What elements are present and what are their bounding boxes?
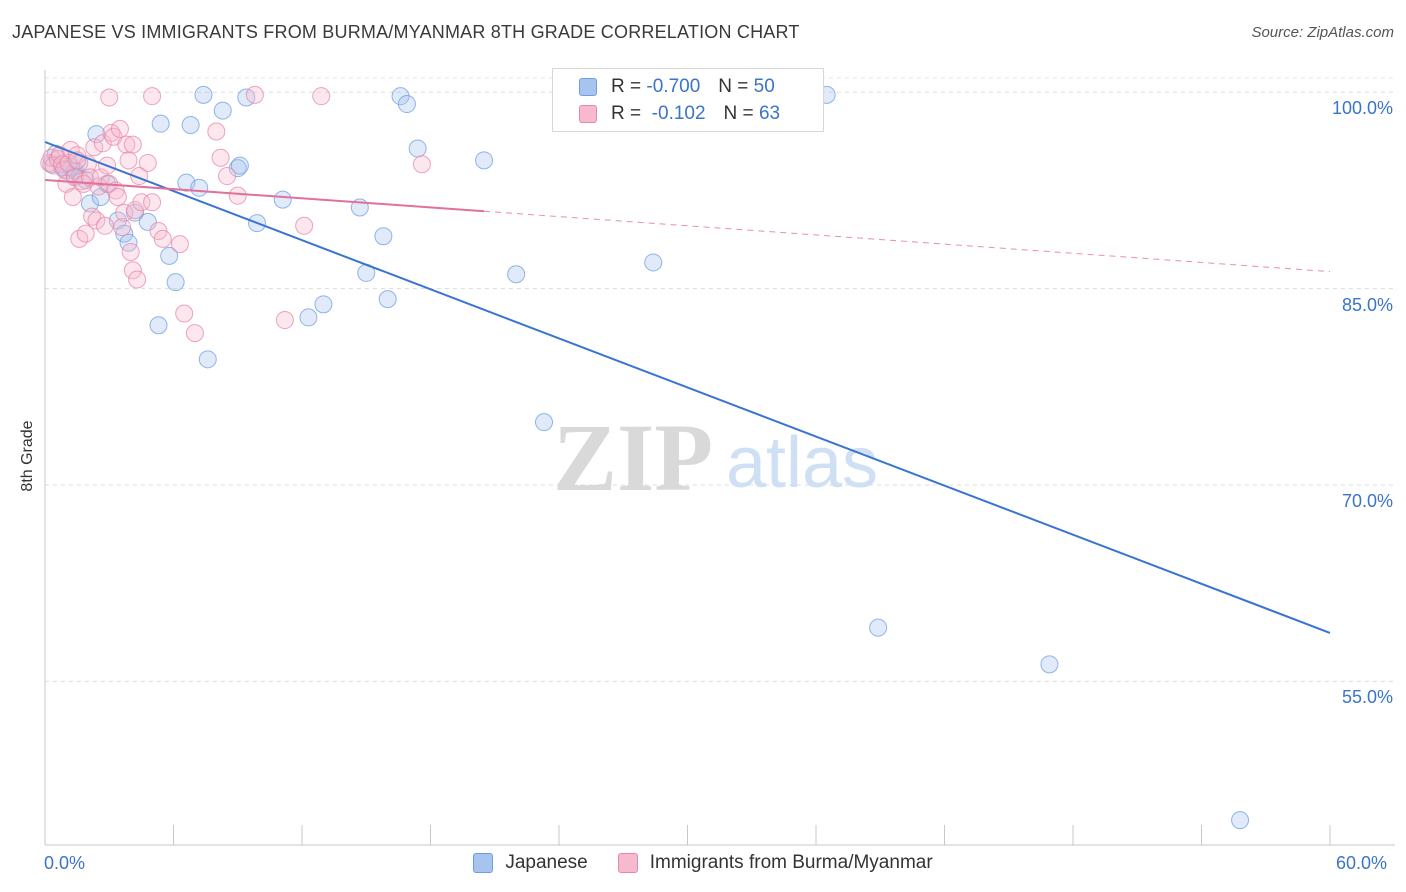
point-burma <box>228 186 247 205</box>
point-burma <box>115 203 134 222</box>
point-burma <box>312 87 331 106</box>
point-japanese <box>87 125 106 144</box>
series-legend: Japanese Immigrants from Burma/Myanmar <box>0 852 1406 874</box>
r-value-burma: -0.102 <box>651 103 706 124</box>
series-legend-japanese[interactable]: Japanese <box>473 852 588 874</box>
point-burma <box>275 311 294 330</box>
point-burma <box>87 211 106 230</box>
n-value-burma: 63 <box>758 103 781 124</box>
point-japanese <box>475 151 494 170</box>
point-burma <box>207 122 226 141</box>
point-japanese <box>198 350 217 369</box>
point-japanese <box>273 190 292 209</box>
point-burma <box>123 261 142 280</box>
y-tick-label-55: 55.0% <box>1341 687 1393 708</box>
legend-swatch-burma <box>579 105 597 123</box>
point-japanese <box>115 224 134 243</box>
series-legend-burma[interactable]: Immigrants from Burma/Myanmar <box>617 852 933 874</box>
point-burma <box>175 304 194 323</box>
point-burma <box>170 235 189 254</box>
point-japanese <box>213 101 232 120</box>
chart-source: Source: ZipAtlas.com <box>1251 24 1394 41</box>
point-burma <box>108 187 127 206</box>
watermark-zip: ZIP <box>553 404 713 511</box>
point-japanese <box>151 114 170 133</box>
r-label: R = <box>611 76 642 97</box>
point-burma <box>153 229 172 248</box>
point-japanese <box>869 618 888 637</box>
n-label: N = <box>723 103 754 124</box>
point-burma <box>143 87 162 106</box>
point-japanese <box>194 85 213 104</box>
stats-legend-row-burma: R = -0.102 N = 63 <box>579 101 780 127</box>
series-swatch-burma <box>617 853 638 873</box>
point-burma <box>128 270 147 289</box>
y-tick-label-85: 85.0% <box>1341 294 1393 315</box>
trend-line-japanese <box>44 141 1331 634</box>
point-burma <box>76 224 95 243</box>
point-burma <box>211 148 230 167</box>
point-burma <box>117 135 136 154</box>
y-tick-label-100: 100.0% <box>1331 98 1393 119</box>
point-burma <box>295 216 314 235</box>
point-japanese <box>181 115 200 134</box>
series-swatch-japanese <box>473 853 494 873</box>
point-burma <box>218 167 237 186</box>
point-japanese <box>644 253 663 272</box>
series-name-japanese: Japanese <box>505 852 588 873</box>
point-burma <box>412 155 431 174</box>
point-burma <box>143 193 162 212</box>
point-burma <box>123 135 142 154</box>
trend-line-burma-dashed <box>484 210 1331 273</box>
point-burma <box>110 119 129 138</box>
point-japanese <box>80 194 99 213</box>
watermark-atlas: atlas <box>726 423 878 503</box>
point-japanese <box>535 413 554 432</box>
point-japanese <box>378 290 397 309</box>
point-japanese <box>397 95 416 114</box>
point-burma <box>138 153 157 172</box>
point-japanese <box>1040 655 1059 674</box>
stats-legend: R = -0.700 N = 50 R = -0.102 N = 63 <box>552 68 824 132</box>
trend-lines <box>44 141 1331 634</box>
stats-legend-row-japanese: R = -0.700 N = 50 <box>579 74 775 100</box>
point-japanese <box>190 178 209 197</box>
point-burma <box>119 151 138 170</box>
point-burma <box>185 324 204 343</box>
point-japanese <box>230 156 249 175</box>
point-burma <box>121 242 140 261</box>
point-japanese <box>149 316 168 335</box>
point-burma <box>100 88 119 107</box>
point-burma <box>113 218 132 237</box>
data-points <box>40 85 1250 830</box>
point-burma <box>132 193 151 212</box>
point-japanese <box>374 227 393 246</box>
point-japanese <box>1231 811 1250 830</box>
r-label: R = <box>611 103 642 124</box>
r-value-japanese: -0.700 <box>646 76 701 97</box>
point-burma <box>95 216 114 235</box>
legend-swatch-japanese <box>579 78 597 96</box>
point-burma <box>245 85 264 104</box>
trend-line-burma-solid <box>44 178 485 213</box>
n-label: N = <box>718 76 749 97</box>
x-tick-label-max: 60.0% <box>1336 853 1388 873</box>
point-burma <box>63 187 82 206</box>
point-japanese <box>160 246 179 265</box>
point-japanese <box>299 308 318 327</box>
watermark: ZIP atlas <box>553 404 878 511</box>
point-japanese <box>408 139 427 158</box>
y-tick-label-70: 70.0% <box>1341 490 1393 511</box>
chart-title: JAPANESE VS IMMIGRANTS FROM BURMA/MYANMA… <box>12 22 800 42</box>
x-tick-label-min: 0.0% <box>44 853 86 873</box>
point-japanese <box>507 265 526 284</box>
series-name-burma: Immigrants from Burma/Myanmar <box>649 852 933 873</box>
point-burma <box>85 138 104 157</box>
axes <box>44 70 1395 846</box>
n-value-japanese: 50 <box>753 76 775 97</box>
point-japanese <box>314 295 333 314</box>
point-japanese <box>166 273 185 292</box>
